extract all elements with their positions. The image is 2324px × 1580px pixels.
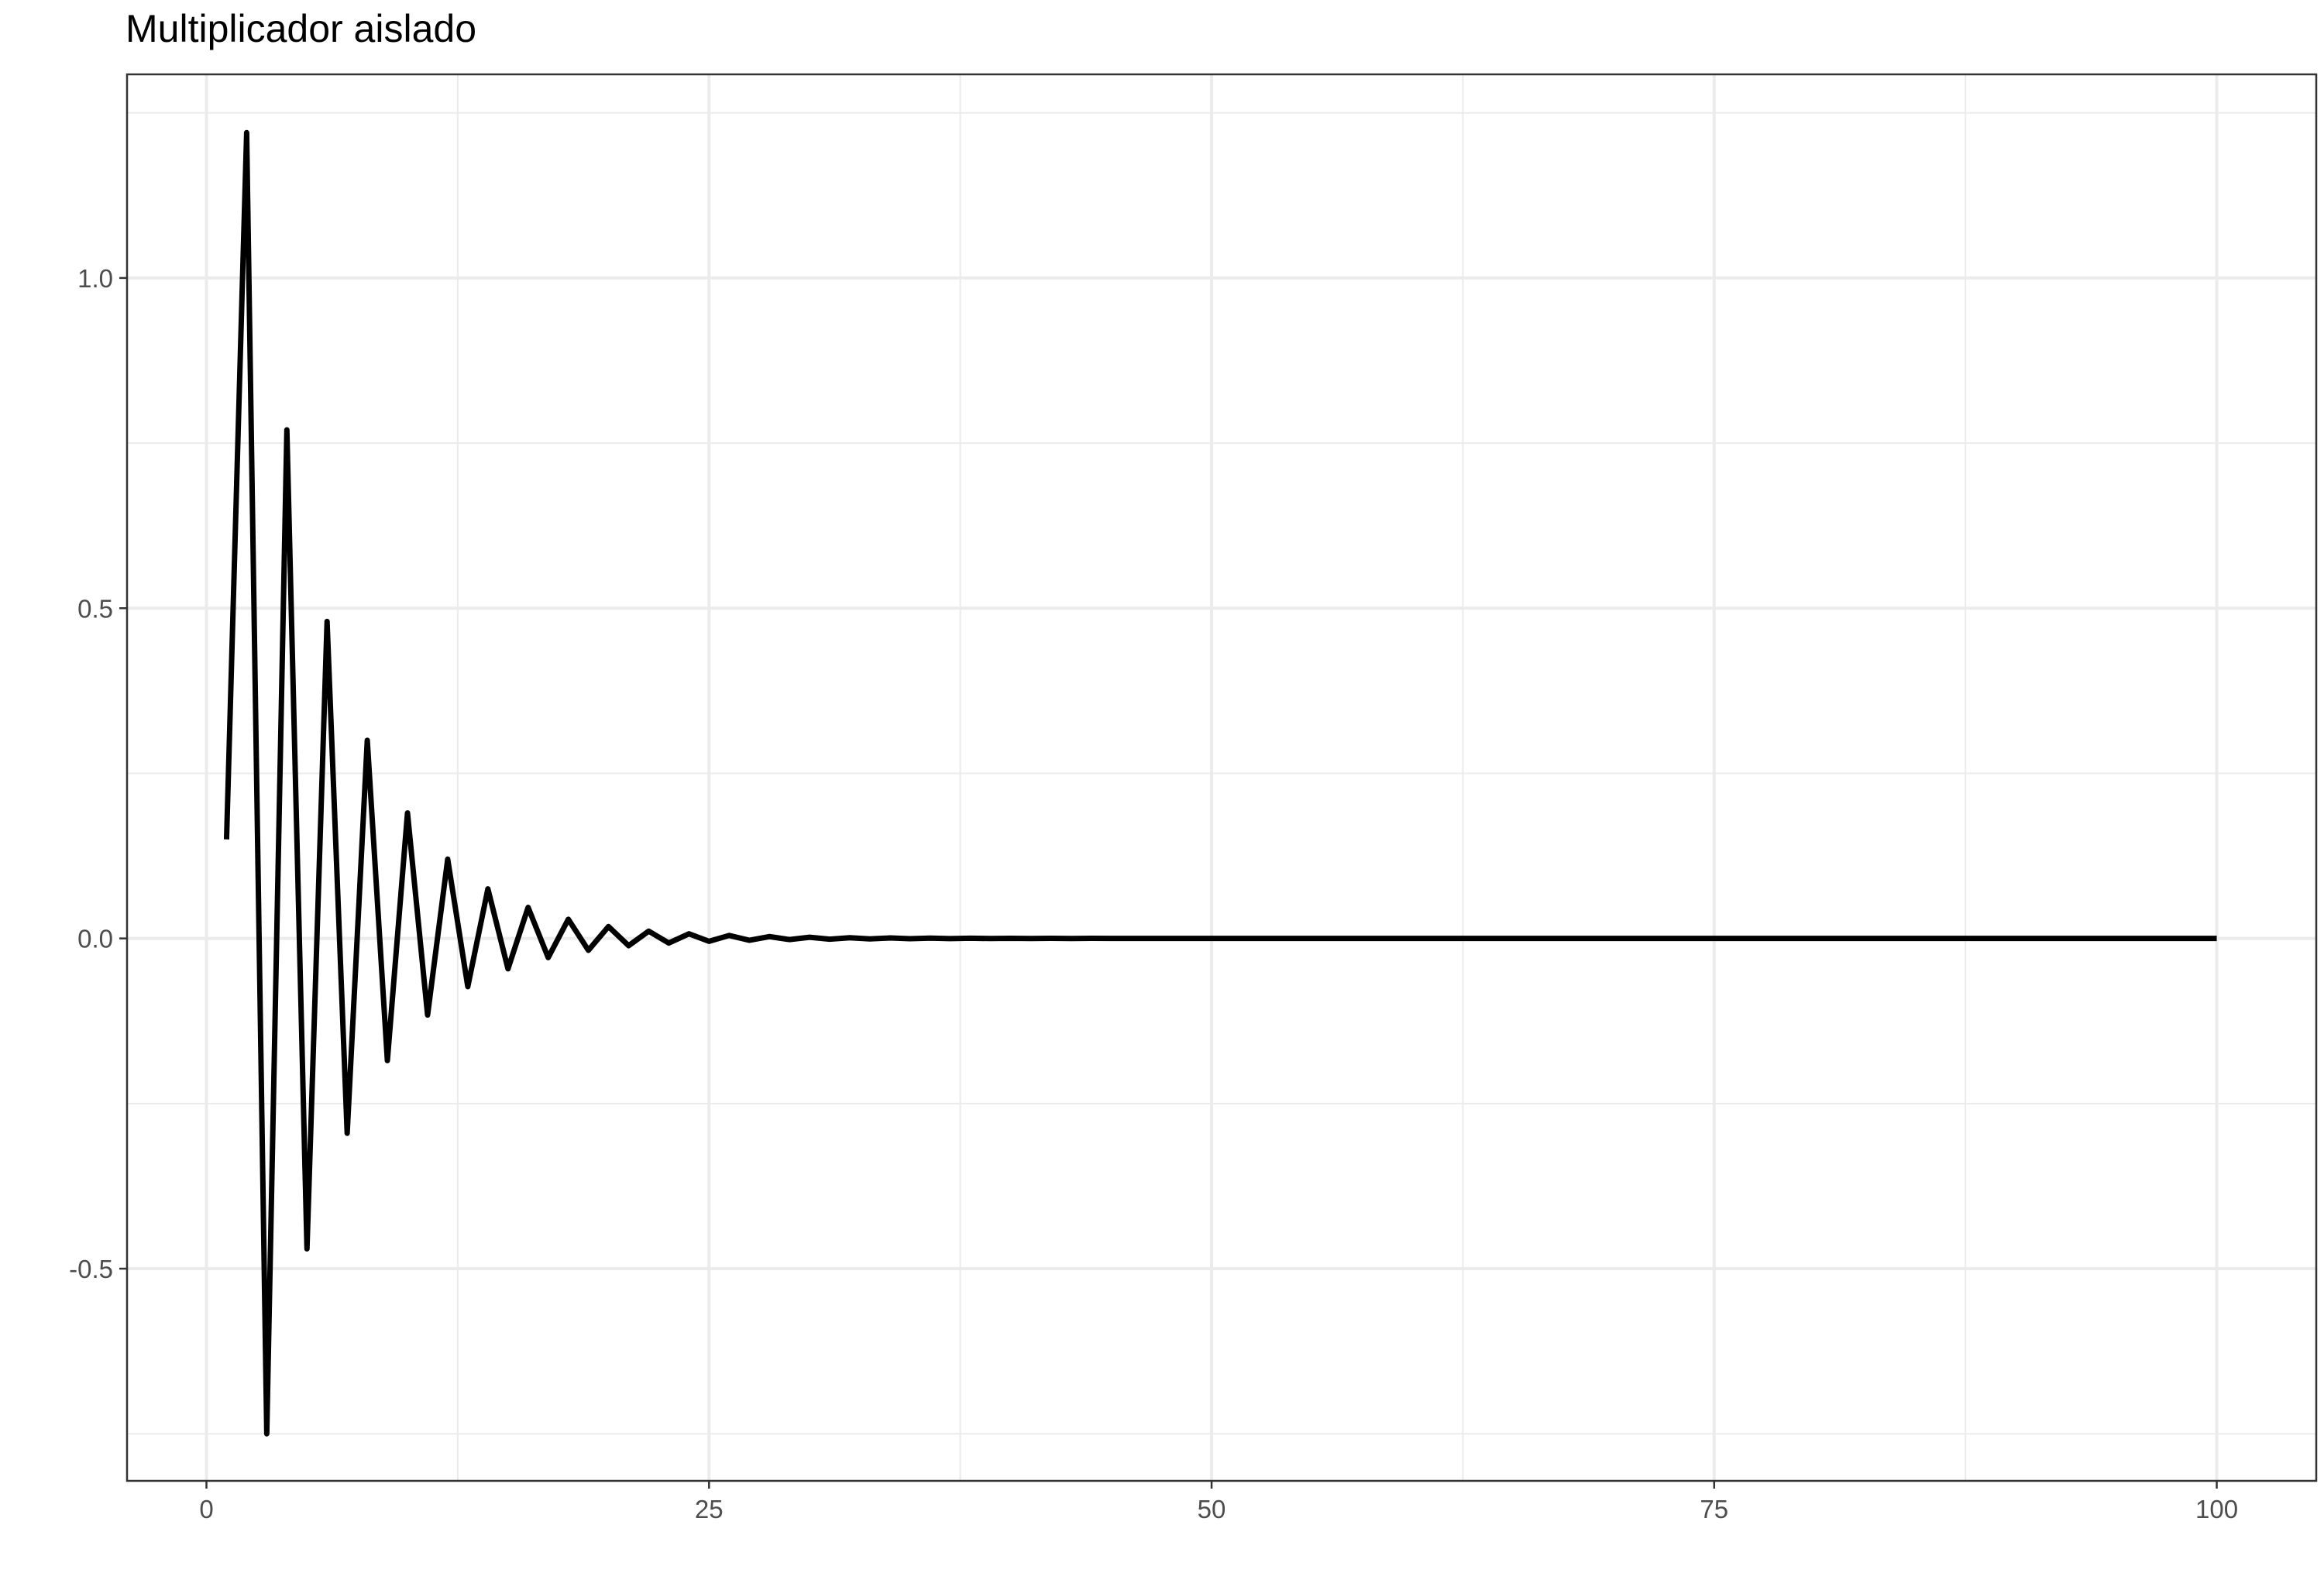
x-axis: 0 25 50 75 100 (199, 1481, 2238, 1523)
x-tick-label: 75 (1700, 1495, 1728, 1523)
x-tick-label: 0 (199, 1495, 213, 1523)
series-line (223, 129, 2217, 1437)
minor-gridlines (127, 74, 2316, 1481)
x-tick-label: 100 (2195, 1495, 2238, 1523)
x-tick-label: 50 (1198, 1495, 1226, 1523)
plot-panel (127, 74, 2316, 1481)
x-tick-label: 25 (695, 1495, 724, 1523)
y-axis: -0.5 0.0 0.5 1.0 (69, 264, 127, 1283)
plot-border (125, 73, 2318, 1482)
chart-title: Multiplicador aislado (125, 7, 477, 50)
y-tick-label: 1.0 (77, 264, 113, 293)
y-tick-label: -0.5 (69, 1255, 113, 1283)
y-tick-label: 0.5 (77, 594, 113, 623)
y-tick-label: 0.0 (77, 925, 113, 953)
